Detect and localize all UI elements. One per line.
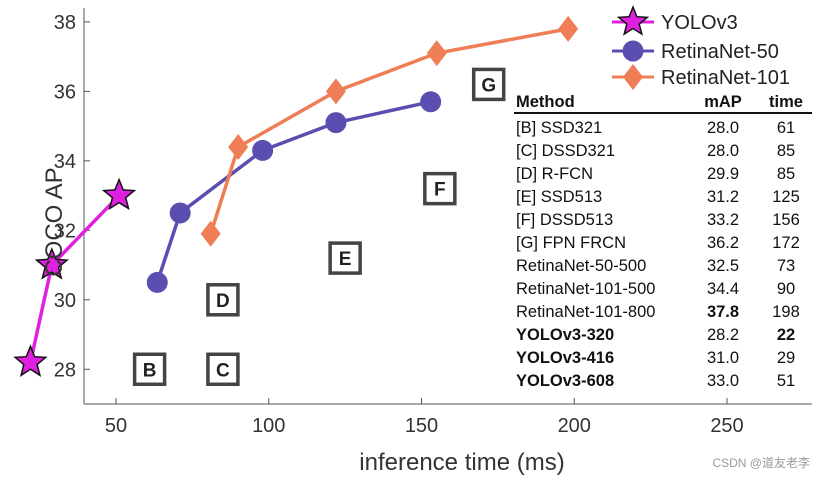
table-cell-map: 28.0: [707, 119, 739, 137]
series-lines: [13, 15, 579, 377]
table-header-time: time: [769, 93, 803, 111]
legend-marker-diamond: [623, 64, 643, 90]
data-point-circle: [325, 112, 347, 134]
table-cell-time: 90: [777, 280, 795, 298]
table-cell-map: 31.0: [707, 349, 739, 367]
legend-label: RetinaNet-101: [661, 67, 790, 89]
y-axis-label: COCO AP: [41, 167, 68, 276]
series-line: [155, 100, 432, 283]
x-tick-label: 100: [252, 415, 285, 437]
x-tick-label: 50: [105, 415, 127, 437]
method-box: [132, 352, 167, 387]
legend-marker-circle: [622, 40, 644, 62]
legend-label: RetinaNet-50: [661, 41, 779, 63]
x-tick-label: 250: [710, 415, 743, 437]
y-tick-label: 36: [54, 81, 76, 103]
method-box: [206, 283, 240, 317]
table-cell-method: [G] FPN FRCN: [516, 234, 626, 252]
y-tick-label: 30: [54, 290, 76, 312]
table-cell-time: 125: [772, 188, 800, 206]
table-cell-time: 51: [777, 372, 795, 390]
y-tick-label: 34: [54, 151, 76, 173]
method-box-label: D: [216, 291, 230, 312]
watermark-text: CSDN @道友老李: [712, 455, 810, 470]
table-cell-time: 85: [777, 142, 795, 160]
data-point-diamond: [558, 15, 579, 42]
data-point-diamond: [325, 78, 346, 105]
table-cell-method: RetinaNet-101-800: [516, 303, 655, 321]
legend: YOLOv3 RetinaNet-50 RetinaNet-101: [612, 4, 790, 90]
table-cell-time: 73: [777, 257, 795, 275]
method-box-label: E: [339, 249, 352, 270]
table-cell-time: 22: [777, 326, 795, 344]
table-cell-map: 33.0: [707, 372, 739, 390]
data-point-circle: [146, 271, 168, 293]
method-box-label: B: [143, 360, 157, 381]
table-header-method: Method: [516, 93, 575, 111]
table-cell-time: 85: [777, 165, 795, 183]
y-tick-label: 28: [54, 359, 76, 381]
table-cell-map: 29.9: [707, 165, 739, 183]
method-box: [423, 171, 457, 206]
data-point-circle: [420, 91, 442, 113]
comparison-table: Method mAP time [B] SSD321 28.0 61 [C] DSSD321…: [514, 93, 812, 390]
data-point-star: [101, 177, 137, 211]
method-box-label: G: [481, 75, 496, 96]
table-cell-method: YOLOv3-320: [516, 326, 614, 344]
table-cell-map: 32.5: [707, 257, 739, 275]
data-point-star: [34, 247, 70, 280]
table-header-map: mAP: [704, 93, 742, 111]
data-point-star: [13, 344, 48, 377]
method-box-label: F: [434, 180, 446, 201]
table-cell-time: 61: [777, 119, 795, 137]
series-line: [209, 27, 569, 235]
method-box-label: C: [216, 360, 230, 381]
table-cell-time: 198: [772, 303, 800, 321]
method-box: [328, 241, 362, 275]
method-boxes: B C D E F G: [132, 67, 506, 387]
data-point-diamond: [200, 220, 221, 247]
table-cell-map: 28.2: [707, 326, 739, 344]
table-cell-map: 37.8: [707, 303, 739, 321]
table-cell-time: 29: [777, 349, 795, 367]
x-tick-label: 150: [405, 415, 438, 437]
method-box: [471, 67, 506, 102]
axes: 50 100 150 200 250 28 30 32 34 36 38: [54, 8, 812, 437]
legend-label: YOLOv3: [661, 12, 738, 34]
table-cell-map: 34.4: [707, 280, 739, 298]
table-cell-method: [D] R-FCN: [516, 165, 593, 183]
x-axis-label: inference time (ms): [359, 449, 564, 476]
table-cell-map: 31.2: [707, 188, 739, 206]
table-cell-method: [E] SSD513: [516, 188, 602, 206]
table-cell-method: [B] SSD321: [516, 119, 602, 137]
x-tick-label: 200: [558, 415, 591, 437]
data-point-diamond: [426, 40, 447, 67]
data-point-circle: [169, 202, 191, 224]
legend-marker-star: [616, 4, 650, 36]
table-cell-time: 156: [772, 211, 800, 229]
method-box: [206, 352, 240, 387]
data-point-diamond: [228, 133, 249, 160]
table-cell-map: 33.2: [707, 211, 739, 229]
table-cell-map: 36.2: [707, 234, 739, 252]
table-cell-method: [F] DSSD513: [516, 211, 613, 229]
table-cell-method: YOLOv3-416: [516, 349, 614, 367]
table-cell-method: RetinaNet-101-500: [516, 280, 655, 298]
y-tick-label: 38: [54, 12, 76, 34]
table-cell-method: RetinaNet-50-500: [516, 257, 646, 275]
table-cell-map: 28.0: [707, 142, 739, 160]
y-tick-label: 32: [54, 220, 76, 242]
table-cell-time: 172: [772, 234, 800, 252]
table-cell-method: [C] DSSD321: [516, 142, 615, 160]
data-point-circle: [252, 139, 274, 161]
table-cell-method: YOLOv3-608: [516, 372, 614, 390]
